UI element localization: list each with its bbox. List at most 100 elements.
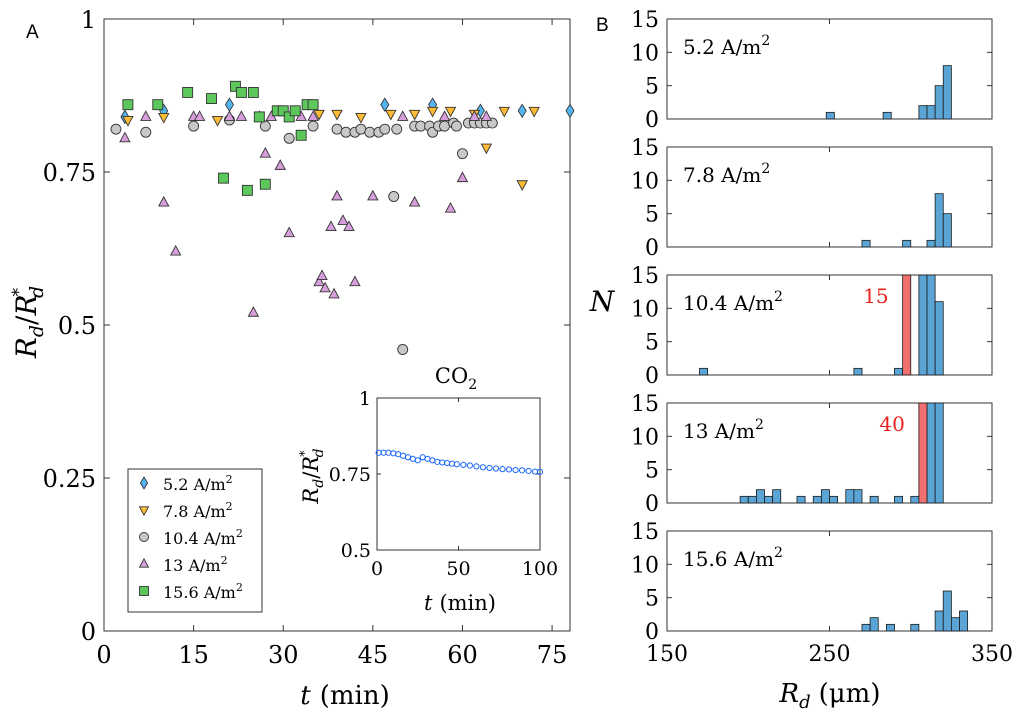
histogram-bar <box>918 274 928 376</box>
data-point <box>396 110 409 121</box>
data-point <box>316 269 328 280</box>
data-point <box>331 123 343 135</box>
histogram-bar <box>918 105 928 120</box>
legend-marker <box>139 532 149 542</box>
inset-data-point <box>525 467 532 475</box>
data-point <box>289 105 301 117</box>
data-point <box>388 191 400 202</box>
inset-x-tick-label: 50 <box>446 558 470 580</box>
data-point <box>206 93 217 105</box>
inset-data-point <box>536 468 544 475</box>
inset-y-tick-label: 0.5 <box>341 540 371 562</box>
data-point <box>408 109 421 121</box>
data-point <box>438 110 451 121</box>
histogram-bar <box>772 489 782 504</box>
data-point <box>328 287 340 299</box>
histogram-bar <box>934 402 944 504</box>
histogram-bar <box>755 489 765 504</box>
legend-marker <box>139 586 149 596</box>
data-point <box>110 123 122 135</box>
legend-marker <box>138 506 150 517</box>
histogram-bar <box>861 239 871 248</box>
current-density-label: 15.6 A/m2 <box>683 545 783 571</box>
data-point <box>235 86 247 98</box>
histogram-x-tick-label: 350 <box>971 642 1013 667</box>
data-point <box>140 110 152 121</box>
current-density-label: 7.8 A/m2 <box>683 161 770 187</box>
data-point <box>277 105 289 117</box>
histogram-bar <box>934 610 944 632</box>
histogram-bar <box>959 610 969 632</box>
histogram-panel: 0 5 10 15 40 13 A/m2 <box>631 392 993 517</box>
x-axis-label: t (min) <box>300 681 389 711</box>
histogram-panel: 0 5 10 15 15.6 A/m2 <box>631 520 993 645</box>
series-circle <box>110 114 498 355</box>
histogram-highlight-bar <box>902 274 912 376</box>
legend-label: 15.6 A/m2 <box>163 581 243 602</box>
histogram-y-tick-label: 0 <box>645 620 659 645</box>
inset-data-point <box>486 464 493 472</box>
data-point <box>229 80 241 92</box>
data-point <box>331 189 343 201</box>
data-point <box>480 143 493 155</box>
data-point <box>157 112 170 124</box>
histogram-bar <box>796 495 806 504</box>
data-point <box>397 344 409 355</box>
histogram-bar <box>934 301 944 376</box>
histogram-y-tick-label: 5 <box>645 587 659 612</box>
histogram-bar <box>934 193 944 248</box>
data-point <box>283 111 295 123</box>
y-tick-label: 0.5 <box>58 312 96 340</box>
data-point <box>274 159 286 170</box>
inset-y-tick-label: 0.75 <box>329 464 371 486</box>
data-point <box>340 126 352 138</box>
inset-y-axis-label: Rd/R*d <box>298 448 327 504</box>
y-tick-label: 0 <box>81 618 96 646</box>
histogram-bar <box>739 495 749 504</box>
panel-b: B 0 5 10 15 5.2 A/m2 0 5 10 15 7.8 A/m2 0 5 10 15 15 10… <box>589 8 1013 712</box>
data-point <box>516 180 528 191</box>
histogram-bar <box>812 495 822 504</box>
histogram-y-tick-label: 0 <box>645 236 659 261</box>
data-point <box>331 109 343 121</box>
histogram-bar <box>910 623 920 632</box>
data-point <box>367 189 379 201</box>
data-point <box>364 126 376 138</box>
inset-data-point <box>473 463 480 470</box>
histogram-bar <box>894 367 904 376</box>
inset-data-point <box>414 457 421 464</box>
inset-data-point <box>499 466 506 473</box>
y-axis-label: Rd/R*d <box>9 286 48 359</box>
data-point <box>259 146 272 158</box>
data-point <box>468 110 481 121</box>
inset-y-tick-label: 1 <box>359 388 371 410</box>
legend-label: 10.4 A/m2 <box>163 527 243 548</box>
histogram-bar <box>869 617 879 632</box>
data-point <box>247 306 260 317</box>
histogram-bar <box>942 590 952 632</box>
inset-data-point <box>453 461 460 468</box>
histogram-y-tick-label: 15 <box>631 520 659 545</box>
inset-data-point <box>466 462 474 469</box>
x-tick-label: 15 <box>178 641 209 669</box>
data-point <box>415 120 427 132</box>
histogram-panel: 0 5 10 15 5.2 A/m2 <box>631 8 993 133</box>
data-point <box>211 116 224 127</box>
legend-box <box>127 468 263 613</box>
data-point <box>152 99 164 111</box>
data-point <box>193 110 206 121</box>
histogram-x-axis-label: Rd (μm) <box>779 679 881 712</box>
histogram-panel: 0 5 10 15 7.8 A/m2 <box>631 136 993 261</box>
histogram-panel: 0 5 10 15 15 10.4 A/m2 <box>631 264 993 389</box>
inset-data-point <box>512 466 519 474</box>
data-point <box>169 244 182 256</box>
histogram-bar <box>853 367 863 376</box>
data-point <box>355 123 367 135</box>
histogram-bar <box>747 495 757 504</box>
data-point <box>122 116 134 127</box>
data-point <box>343 220 355 232</box>
data-point <box>122 99 134 111</box>
histogram-bar <box>845 489 855 504</box>
histogram-bar <box>942 65 952 120</box>
histogram-y-tick-label: 10 <box>631 297 659 322</box>
